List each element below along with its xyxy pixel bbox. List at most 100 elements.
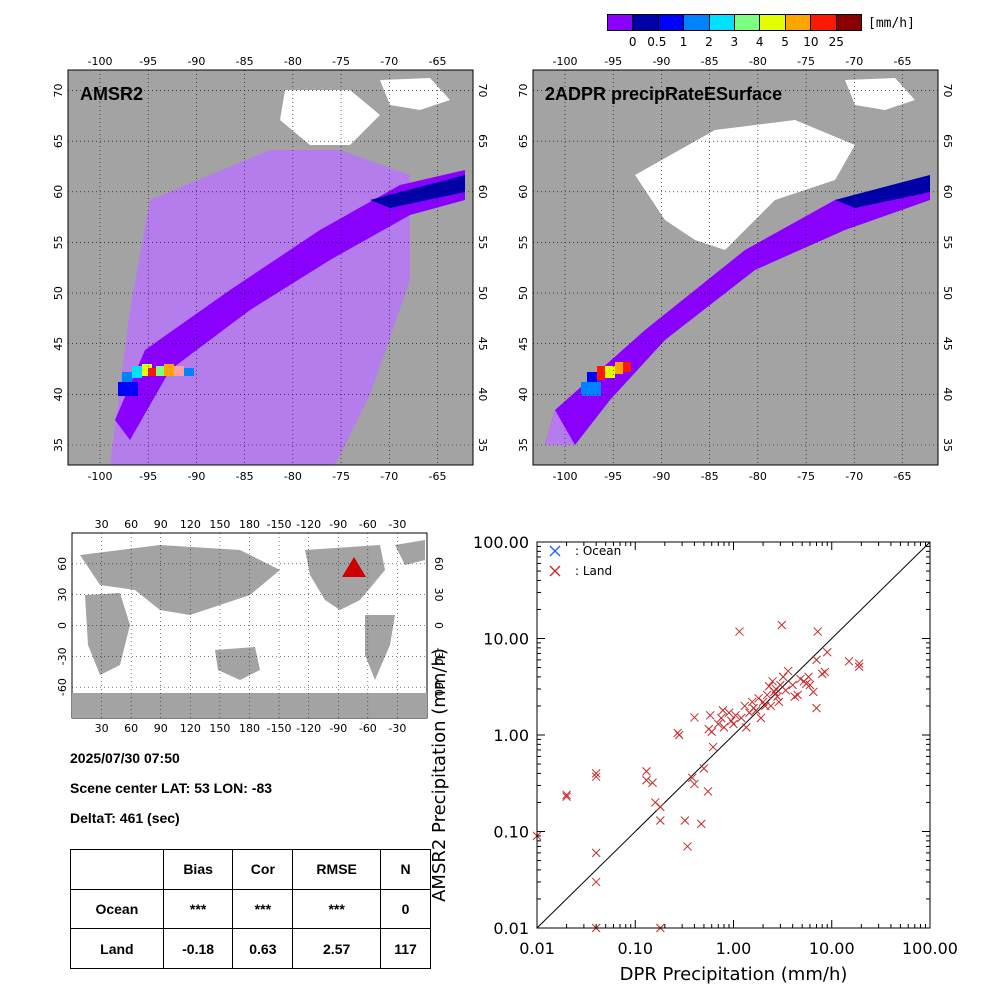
lat-tick-label: 45 (517, 337, 530, 351)
legend-marker (549, 545, 561, 557)
lat-ticks-left: 35 40 45 50 55 60 65 70 (52, 84, 65, 452)
table-cell: 0 (380, 888, 431, 930)
world-map: 30 60 90 120 150 180 -150 -120 -90 -60 -30 30 60 90 1… (56, 518, 445, 735)
colorbar-unit: [mm/h] (868, 16, 915, 31)
x-mark-stroke (562, 792, 571, 801)
globe-lon-label: 60 (124, 722, 138, 735)
colorbar-label: 25 (828, 35, 844, 49)
scatter-point-land (854, 659, 864, 668)
x-mark-stroke (690, 779, 699, 789)
lat-tick-label: 50 (476, 286, 489, 300)
lon-tick-label: -70 (845, 55, 863, 68)
lon-tick-label: -100 (553, 470, 578, 483)
scatter-point-land (690, 713, 699, 722)
scatter-point-land (718, 706, 728, 715)
x-mark-stroke (690, 713, 699, 722)
x-mark-stroke (783, 666, 793, 676)
scatter-point-land (768, 676, 777, 686)
x-mark-stroke (793, 690, 803, 700)
globe-lat-label: -30 (432, 647, 445, 665)
globe-lon-label: -60 (359, 518, 377, 531)
x-mark-stroke (756, 713, 766, 723)
x-mark-stroke (788, 680, 798, 690)
lat-tick-label: 70 (517, 84, 530, 98)
x-mark-stroke (683, 842, 692, 851)
storm-cell (623, 362, 631, 372)
colorbar-cell (657, 14, 685, 31)
y-tick-label: 10.00 (483, 630, 529, 649)
map-frame (67, 69, 474, 466)
table-header-row: Bias Cor RMSE N (70, 849, 431, 890)
x-mark-stroke (736, 713, 746, 723)
colorbar-cell (810, 14, 837, 31)
globe-lon-label: 90 (154, 722, 168, 735)
datetime: 2025/07/30 07:50 (70, 750, 180, 766)
lat-tick-label: 65 (941, 134, 954, 148)
x-mark-stroke (762, 690, 772, 700)
south-america (365, 615, 395, 680)
lat-tick-label: 40 (517, 387, 530, 401)
colorbar-cell (708, 14, 735, 31)
globe-lon-label: -30 (388, 722, 406, 735)
colorbar-label: 2 (705, 35, 713, 49)
scatter-point-land (591, 769, 601, 778)
scatter-point-land (754, 693, 763, 703)
deltat: DeltaT: 461 (sec) (70, 810, 180, 826)
storm-cell (122, 372, 132, 382)
scatter-point-land (773, 692, 782, 701)
lon-ticks-bottom: -100 -95 -90 -85 -80 -75 -70 -65 (88, 470, 447, 483)
scatter-point-land (724, 708, 734, 718)
scatter-point-land (696, 819, 706, 829)
globe-lon-top: 30 60 90 120 150 180 -150 -120 -90 -60 -30 (95, 518, 407, 531)
lon-tick-label: -75 (797, 55, 815, 68)
scatter-point-land (655, 816, 665, 825)
scatter-point-land (642, 775, 651, 785)
scatter-point-land (778, 672, 788, 682)
table-header (70, 849, 164, 890)
arctic-water (380, 78, 450, 110)
legend-marker (549, 565, 561, 577)
globe-lat-label: -60 (432, 678, 445, 696)
storm-cell (605, 366, 615, 378)
lat-tick-label: 50 (941, 286, 954, 300)
scatter-point-land (591, 877, 601, 887)
globe-lat-right: 60 30 0 -30 -60 (432, 557, 445, 696)
dpr-rainband (545, 175, 930, 445)
scatter-point-land (756, 713, 766, 723)
x-mark-stroke (642, 767, 651, 776)
lat-tick-label: 55 (517, 235, 530, 249)
lat-tick-label: 35 (941, 438, 954, 452)
greenland (395, 540, 425, 565)
dpr-band-core (835, 175, 930, 208)
lat-tick-label: 50 (517, 286, 530, 300)
globe-lon-label: 150 (209, 722, 230, 735)
scatter-point-land (736, 713, 746, 723)
lat-tick-label: 65 (476, 134, 489, 148)
colorbar-cell (607, 14, 634, 31)
scatter-point-land (812, 703, 821, 713)
scatter-point-land (777, 620, 787, 630)
storm-cell (132, 366, 142, 378)
table-cell: 0.63 (232, 928, 294, 969)
globe-lon-label: 120 (180, 722, 201, 735)
scatter-ticks: 0.010.01 0.10 0.10 1.00 1.00 10.00 10.00 100.00… (473, 533, 958, 958)
globe-lat-left: 60 30 0 -30 -60 (56, 557, 69, 696)
lon-tick-label: -80 (284, 55, 302, 68)
globe-lon-label: 60 (124, 518, 138, 531)
x-mark-stroke (591, 848, 601, 858)
globe-lon-label: 30 (95, 518, 109, 531)
scatter-point-land (805, 680, 815, 690)
colorbar-label: 1 (679, 35, 688, 49)
x-mark-stroke (776, 680, 785, 690)
lat-tick-label: 40 (476, 387, 489, 401)
lon-tick-label: -90 (652, 55, 670, 68)
x-mark-stroke (696, 819, 706, 829)
table-header: RMSE (292, 849, 382, 890)
globe-lon-label: -60 (359, 722, 377, 735)
storm-cell (174, 366, 184, 376)
storm-cell (118, 382, 138, 396)
x-mark-stroke (822, 647, 832, 657)
lat-tick-label: 50 (52, 286, 65, 300)
lat-tick-label: 70 (476, 84, 489, 98)
scatter-point-land (655, 802, 665, 812)
